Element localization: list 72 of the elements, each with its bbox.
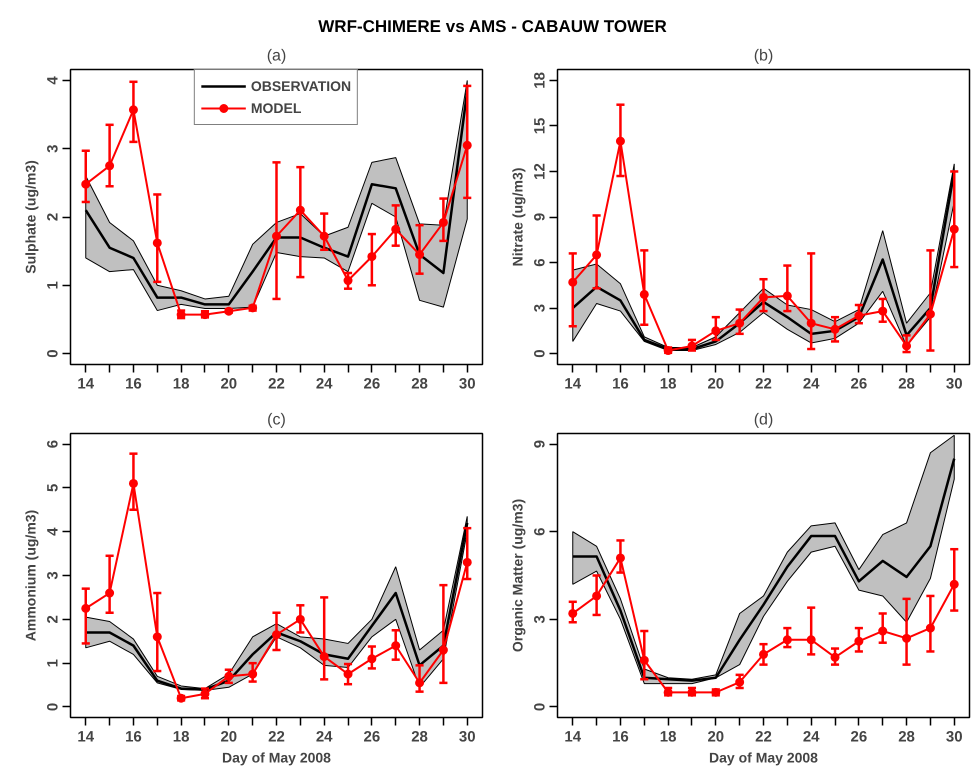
x-tick-label: 26 bbox=[850, 376, 868, 392]
y-axis-title: Nitrate (ug/m3) bbox=[510, 168, 526, 266]
legend-label: MODEL bbox=[250, 100, 302, 116]
x-tick-label: 28 bbox=[898, 376, 915, 392]
x-tick-label: 18 bbox=[172, 728, 190, 746]
text: WRF-CHIMERE vs AMS - CABAUW TOWER bbox=[318, 16, 667, 38]
x-tick-label: 16 bbox=[125, 376, 142, 392]
x-tick-label: 24 bbox=[802, 728, 820, 746]
chart-title: (d) bbox=[754, 412, 774, 428]
x-tick-label: 20 bbox=[220, 728, 238, 746]
y-tick-label: 1 bbox=[44, 281, 62, 290]
y-axis-title: Ammonium (ug/m3) bbox=[22, 510, 38, 642]
x-tick-label: 18 bbox=[660, 728, 676, 746]
x-tick-label: 30 bbox=[458, 376, 476, 392]
x-tick-label: 30 bbox=[946, 376, 963, 392]
chart-title: (a) bbox=[266, 48, 286, 64]
y-tick-label: 6 bbox=[532, 258, 548, 267]
x-tick-label: 20 bbox=[707, 728, 724, 746]
y-tick-label: 0 bbox=[44, 702, 62, 712]
x-tick-label: 28 bbox=[411, 376, 428, 392]
x-tick-label: 24 bbox=[802, 376, 820, 392]
y-tick-label: 3 bbox=[532, 615, 548, 624]
x-tick-label: 14 bbox=[77, 728, 95, 746]
x-tick-label: 18 bbox=[660, 376, 676, 392]
x-tick-label: 22 bbox=[755, 728, 772, 746]
y-tick-label: 6 bbox=[44, 440, 62, 448]
y-tick-label: 4 bbox=[44, 76, 62, 85]
x-tick-label: 26 bbox=[850, 728, 868, 746]
x-tick-label: 22 bbox=[755, 376, 772, 392]
x-tick-label: 20 bbox=[220, 376, 238, 392]
chart-title: (c) bbox=[267, 412, 286, 428]
x-tick-label: 20 bbox=[707, 376, 724, 392]
x-tick-label: 26 bbox=[364, 376, 380, 392]
x-axis-title: Day of May 2008 bbox=[709, 750, 818, 766]
x-tick-label: 24 bbox=[316, 728, 334, 746]
y-tick-label: 3 bbox=[44, 144, 62, 153]
legend-label: OBSERVATION bbox=[250, 78, 352, 94]
x-tick-label: 30 bbox=[946, 728, 963, 746]
x-tick-label: 24 bbox=[316, 376, 334, 392]
x-tick-label: 28 bbox=[411, 728, 428, 746]
x-tick-label: 28 bbox=[898, 728, 915, 746]
y-tick-label: 0 bbox=[44, 349, 62, 358]
x-axis-title: Day of May 2008 bbox=[222, 750, 332, 766]
y-tick-label: 2 bbox=[44, 212, 62, 222]
x-tick-label: 16 bbox=[612, 728, 629, 746]
chart-title: (b) bbox=[754, 48, 774, 64]
x-tick-label: 16 bbox=[125, 728, 142, 746]
x-tick-label: 26 bbox=[364, 728, 380, 746]
y-tick-label: 18 bbox=[532, 72, 548, 89]
y-tick-label: 6 bbox=[532, 528, 548, 536]
y-tick-label: 9 bbox=[532, 212, 548, 222]
x-tick-label: 14 bbox=[564, 376, 582, 392]
y-axis-title: Organic Matter (ug/m3) bbox=[510, 498, 526, 652]
y-tick-label: 12 bbox=[532, 163, 548, 180]
x-tick-label: 22 bbox=[268, 376, 285, 392]
y-tick-label: 0 bbox=[532, 349, 548, 358]
y-tick-label: 3 bbox=[44, 571, 62, 580]
y-tick-label: 2 bbox=[44, 615, 62, 624]
y-tick-label: 15 bbox=[532, 118, 548, 134]
y-tick-label: 9 bbox=[532, 440, 548, 448]
y-tick-label: 5 bbox=[44, 484, 62, 492]
x-tick-label: 14 bbox=[564, 728, 582, 746]
x-tick-label: 22 bbox=[268, 728, 285, 746]
y-tick-label: 3 bbox=[532, 304, 548, 312]
y-axis-title: Sulphate (ug/m3) bbox=[22, 160, 38, 274]
x-tick-label: 16 bbox=[612, 376, 629, 392]
x-tick-label: 14 bbox=[77, 376, 95, 392]
y-tick-label: 0 bbox=[532, 702, 548, 712]
x-tick-label: 30 bbox=[458, 728, 476, 746]
x-tick-label: 18 bbox=[172, 376, 190, 392]
y-tick-label: 1 bbox=[44, 658, 62, 668]
y-tick-label: 4 bbox=[44, 526, 62, 536]
